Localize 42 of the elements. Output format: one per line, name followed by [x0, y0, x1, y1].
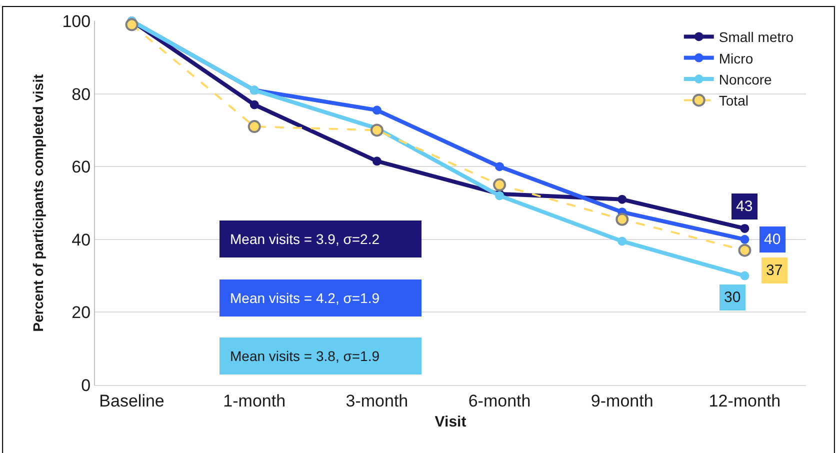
point	[618, 194, 627, 204]
data-label: 43	[736, 198, 753, 215]
y-tick-label: 60	[72, 158, 91, 177]
legend-label: Small metro	[718, 29, 794, 46]
point	[740, 234, 750, 244]
point	[370, 124, 384, 137]
point	[493, 178, 506, 192]
point	[372, 156, 382, 166]
x-tick-label: 9-month	[590, 391, 654, 410]
point	[248, 120, 261, 134]
legend-label: Micro	[718, 50, 754, 66]
legend-label: Total	[718, 92, 748, 109]
picture-note-box: Mean visits = 3.9, σ=2.2	[220, 220, 422, 258]
y-axis-title: Percent of participants completed visit	[30, 74, 46, 332]
point	[616, 212, 629, 226]
x-tick-label: 1-month	[223, 391, 286, 410]
x-tick-label: 3-month	[346, 391, 408, 410]
data-label: 30	[724, 289, 741, 306]
annotation: Mean visits = 3.8, σ=1.9	[230, 348, 411, 364]
point	[618, 236, 627, 246]
legend-label: Noncore	[718, 71, 772, 88]
x-tick-label: Baseline	[99, 391, 164, 410]
data-label: 40	[764, 231, 781, 248]
x-tick-label: 6-month	[468, 391, 531, 410]
point	[250, 100, 259, 110]
point	[495, 162, 504, 172]
y-tick-label: 100	[62, 12, 91, 31]
x-axis-title: Visit	[434, 413, 466, 430]
point	[740, 224, 750, 233]
x-tick-label: 12-month	[708, 391, 781, 410]
picture-note-box: Mean visits = 3.8, σ=1.9	[220, 338, 422, 374]
picture-note-box: Mean visits = 4.2, σ=1.9	[220, 280, 422, 316]
y-tick-label: 20	[72, 303, 91, 322]
point	[740, 271, 750, 280]
annotation: Mean visits = 4.2, σ=1.9	[230, 290, 411, 306]
y-tick-label: 0	[81, 376, 91, 395]
point	[372, 106, 382, 115]
annotation: Mean visits = 3.9, σ=2.2	[230, 231, 411, 247]
point	[738, 244, 752, 257]
data-label: 37	[766, 262, 783, 279]
y-tick-label: 80	[72, 84, 91, 104]
y-tick-label: 40	[72, 230, 91, 250]
